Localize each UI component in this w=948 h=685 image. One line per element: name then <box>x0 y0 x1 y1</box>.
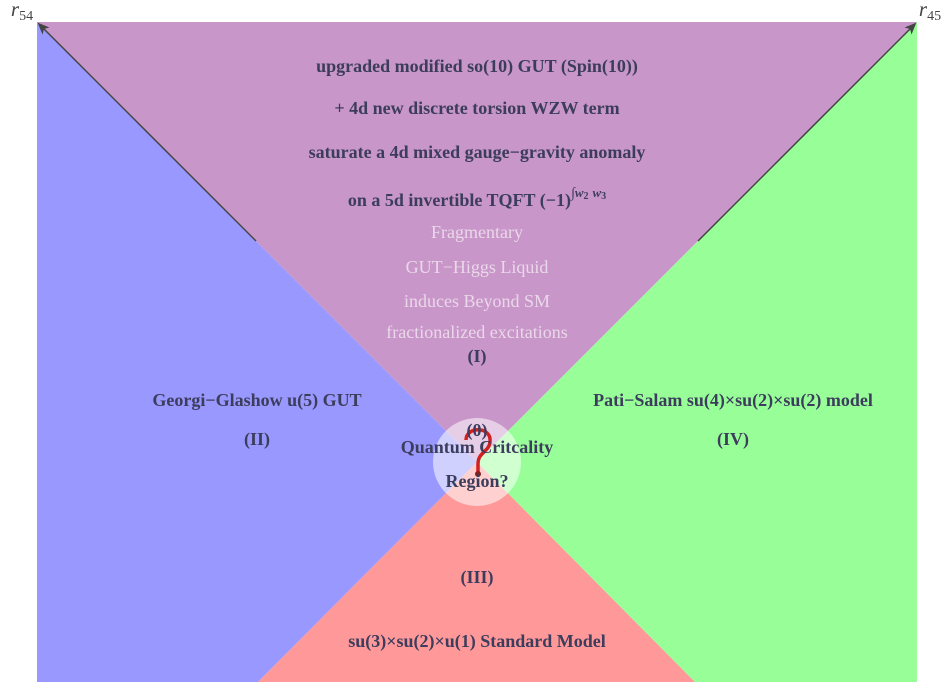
critical-point <box>475 471 481 477</box>
center-label: (0) <box>467 420 488 441</box>
region-name: Pati−Salam su(4)×su(2)×su(2) model <box>593 390 873 411</box>
region-label: (II) <box>244 429 270 450</box>
top-line: on a 5d invertible TQFT (−1)∫w2 w3 <box>348 185 606 211</box>
region-right <box>477 22 917 682</box>
superscript-symbol: w <box>592 185 601 200</box>
region-top <box>37 22 917 462</box>
faded-line: GUT−Higgs Liquid <box>406 257 549 277</box>
faded-line: Fragmentary <box>431 222 523 242</box>
axis-subscript: 54 <box>19 9 33 24</box>
question-mark <box>464 428 492 474</box>
axis-label: r45 <box>919 0 941 24</box>
superscript-integral: ∫ <box>570 186 576 201</box>
superscript-subscript: 2 <box>583 191 588 202</box>
axis-symbol: r <box>11 0 20 21</box>
top-line: saturate a 4d mixed gauge−gravity anomal… <box>309 142 646 162</box>
axis-label: r54 <box>11 0 33 24</box>
axis-symbol: r <box>919 0 928 21</box>
axis-arrow <box>697 22 917 242</box>
region-name: su(3)×su(2)×u(1) Standard Model <box>348 631 606 652</box>
faded-line: induces Beyond SM <box>404 291 550 311</box>
region-name: Georgi−Glashow u(5) GUT <box>152 390 361 411</box>
center-line: Quantum Critcality <box>401 437 554 457</box>
superscript-subscript: 3 <box>601 191 606 202</box>
axis-arrow <box>37 22 257 242</box>
top-line: + 4d new discrete torsion WZW term <box>334 98 619 118</box>
top-line: upgraded modified so(10) GUT (Spin(10)) <box>316 56 638 77</box>
axis-subscript: 45 <box>927 9 941 24</box>
top-line-text: on a 5d invertible TQFT (−1) <box>348 190 571 211</box>
region-label: (IV) <box>717 429 749 450</box>
region-left <box>37 22 477 682</box>
superscript-symbol: w <box>575 185 584 200</box>
region-bottom <box>258 462 695 682</box>
region-label: (I) <box>468 346 487 367</box>
region-label: (III) <box>460 567 493 588</box>
faded-line: fractionalized excitations <box>386 322 567 342</box>
center-line: Region? <box>446 471 509 491</box>
